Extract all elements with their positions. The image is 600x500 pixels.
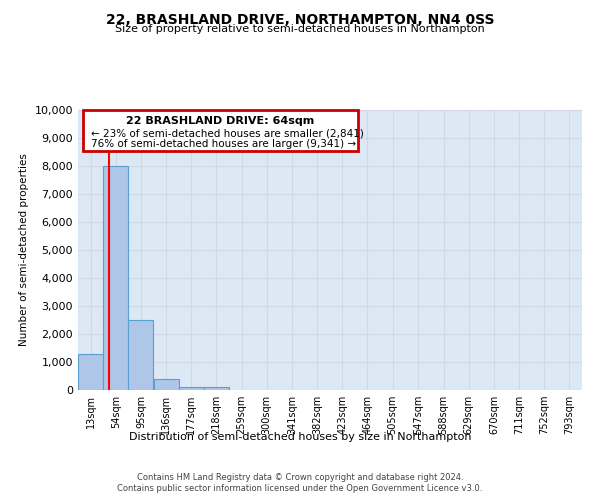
Text: 22 BRASHLAND DRIVE: 64sqm: 22 BRASHLAND DRIVE: 64sqm: [126, 116, 314, 126]
Text: 76% of semi-detached houses are larger (9,341) →: 76% of semi-detached houses are larger (…: [91, 140, 356, 149]
Bar: [154, 380, 179, 390]
Text: Size of property relative to semi-detached houses in Northampton: Size of property relative to semi-detach…: [115, 24, 485, 34]
Bar: [128, 320, 154, 390]
Text: ← 23% of semi-detached houses are smaller (2,841): ← 23% of semi-detached houses are smalle…: [91, 128, 364, 138]
Bar: [103, 166, 128, 390]
Text: Contains HM Land Registry data © Crown copyright and database right 2024.: Contains HM Land Registry data © Crown c…: [137, 472, 463, 482]
FancyBboxPatch shape: [83, 110, 358, 150]
Text: Contains public sector information licensed under the Open Government Licence v3: Contains public sector information licen…: [118, 484, 482, 493]
Bar: [179, 386, 203, 390]
Bar: [204, 387, 229, 390]
Text: Distribution of semi-detached houses by size in Northampton: Distribution of semi-detached houses by …: [129, 432, 471, 442]
Text: 22, BRASHLAND DRIVE, NORTHAMPTON, NN4 0SS: 22, BRASHLAND DRIVE, NORTHAMPTON, NN4 0S…: [106, 12, 494, 26]
Bar: [78, 354, 103, 390]
Y-axis label: Number of semi-detached properties: Number of semi-detached properties: [19, 154, 29, 346]
